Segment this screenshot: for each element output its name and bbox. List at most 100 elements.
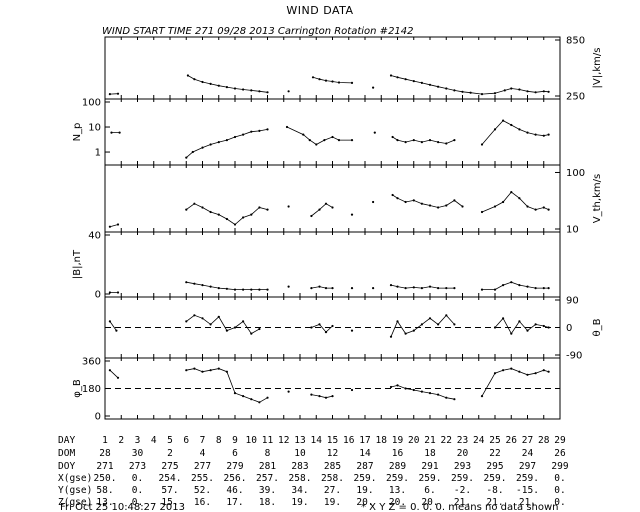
table-cell: 15. xyxy=(161,497,178,508)
table-cell: 26 xyxy=(554,448,566,459)
data-point xyxy=(185,281,188,284)
table-cell: 17 xyxy=(359,435,370,446)
table-cell: 273 xyxy=(129,461,146,472)
table-cell: 57. xyxy=(161,485,178,496)
data-point xyxy=(350,329,354,332)
table-cell: 0. xyxy=(132,473,143,484)
table-cell: 21. xyxy=(519,497,536,508)
chart-subtitle: WIND START TIME 271 09/28 2013 Carringto… xyxy=(102,26,414,37)
table-row-header: X(gse) xyxy=(58,473,92,484)
table-cell: 28 xyxy=(538,435,550,446)
table-cell: 8 xyxy=(216,435,222,446)
table-cell: 11 xyxy=(262,435,274,446)
table-cell: 26 xyxy=(506,435,518,446)
y-tick-label: 90 xyxy=(566,296,579,307)
table-cell: 6 xyxy=(183,435,189,446)
chart-title: WIND DATA xyxy=(286,4,353,17)
table-cell: 20 xyxy=(457,448,469,459)
table-cell: 281 xyxy=(259,461,276,472)
panel-thermal-speed: 100 10 V_th,km/s xyxy=(104,164,603,236)
table-cell: 259. xyxy=(516,473,539,484)
data-point xyxy=(185,369,188,372)
table-cell: -2. xyxy=(454,485,471,496)
table-cell: 16 xyxy=(392,448,404,459)
table-cell: 259. xyxy=(419,473,442,484)
data-point xyxy=(373,131,376,134)
data-point xyxy=(287,205,290,208)
axis-label-phi-b: φ_B xyxy=(72,379,83,398)
table-cell: 250. xyxy=(94,473,117,484)
table-cell: 8 xyxy=(265,448,271,459)
panel-phi-b: 360 180 0 φ_B xyxy=(72,357,561,423)
table-cell: 7 xyxy=(200,435,206,446)
table-cell: 15 xyxy=(327,435,338,446)
table-cell: 22 xyxy=(441,435,452,446)
table-cell: 19. xyxy=(356,485,373,496)
axis-label-thermal-speed: V_th,km/s xyxy=(592,174,603,223)
y-tick-label: 180 xyxy=(82,384,101,395)
series-line-phi-b xyxy=(109,368,549,403)
table-cell: 27. xyxy=(324,485,341,496)
table-cell: 299 xyxy=(551,461,568,472)
table-cell: 277 xyxy=(194,461,211,472)
y-tick-label: 10 xyxy=(566,225,579,236)
table-cell: 10 xyxy=(294,448,306,459)
table-cell: 46. xyxy=(226,485,243,496)
series-line-bmag xyxy=(109,281,549,293)
table-cell: 287 xyxy=(356,461,373,472)
table-cell: 9 xyxy=(232,435,238,446)
table-cell: 255. xyxy=(191,473,214,484)
table-cell: 0. xyxy=(554,497,565,508)
table-cell: 13 xyxy=(294,435,305,446)
table-cell: 18 xyxy=(424,448,436,459)
table-cell: 12 xyxy=(327,448,338,459)
table-cell: -15. xyxy=(516,485,539,496)
y-tick-label: 1 xyxy=(95,148,101,159)
table-cell: 0. xyxy=(554,473,565,484)
table-cell: 18 xyxy=(376,435,388,446)
table-cell: 30 xyxy=(132,448,144,459)
table-cell: 258. xyxy=(289,473,312,484)
series-line-thermal-speed xyxy=(109,191,549,228)
y-tick-label: 10 xyxy=(88,123,101,134)
y-tick-label: 100 xyxy=(566,168,585,179)
table-cell: 258. xyxy=(321,473,344,484)
table-cell: 4 xyxy=(200,448,206,459)
table-cell: 20 xyxy=(408,435,420,446)
table-cell: 39. xyxy=(259,485,276,496)
series-line-speed xyxy=(109,75,549,95)
table-cell: 285 xyxy=(324,461,341,472)
y-tick-label: 40 xyxy=(88,231,101,242)
table-row-header: Z(gse) xyxy=(58,497,92,508)
table-cell: 289 xyxy=(389,461,406,472)
table-cell: 1 xyxy=(102,435,108,446)
table-cell: 34. xyxy=(291,485,308,496)
axis-label-density: N_p xyxy=(72,123,83,142)
table-cell: 29 xyxy=(554,435,566,446)
table-cell: 293 xyxy=(454,461,471,472)
table-cell: 21 xyxy=(424,435,436,446)
data-table: DAY 1 2 3 4 5 6 7 8 9 10 11 12 13 14 15 16 17 18 19 20 21 22 23… xyxy=(58,435,569,508)
table-cell: 291 xyxy=(421,461,438,472)
table-cell: 295 xyxy=(486,461,503,472)
table-cell: 259. xyxy=(451,473,474,484)
panel-frame xyxy=(104,164,561,233)
table-row-header: Y(gse) xyxy=(58,485,92,496)
table-cell: 6. xyxy=(424,485,435,496)
table-cell: 19. xyxy=(324,497,341,508)
table-cell: 14 xyxy=(359,448,371,459)
data-point xyxy=(372,86,375,89)
footer-timestamp: Fri Oct 25 10:48:27 2013 xyxy=(60,502,185,512)
table-cell: -8. xyxy=(486,485,503,496)
table-cell: 14 xyxy=(311,435,323,446)
table-cell: 21. xyxy=(454,497,471,508)
table-cell: 20. xyxy=(389,497,406,508)
table-cell: 58. xyxy=(96,485,113,496)
data-point xyxy=(287,90,290,93)
series-line-density xyxy=(111,120,549,158)
table-row-header: DAY xyxy=(58,435,75,446)
table-cell: 20. xyxy=(421,497,438,508)
data-point xyxy=(350,287,354,290)
table-cell: 22 xyxy=(489,448,500,459)
y-tick-label: 0 xyxy=(95,412,101,423)
